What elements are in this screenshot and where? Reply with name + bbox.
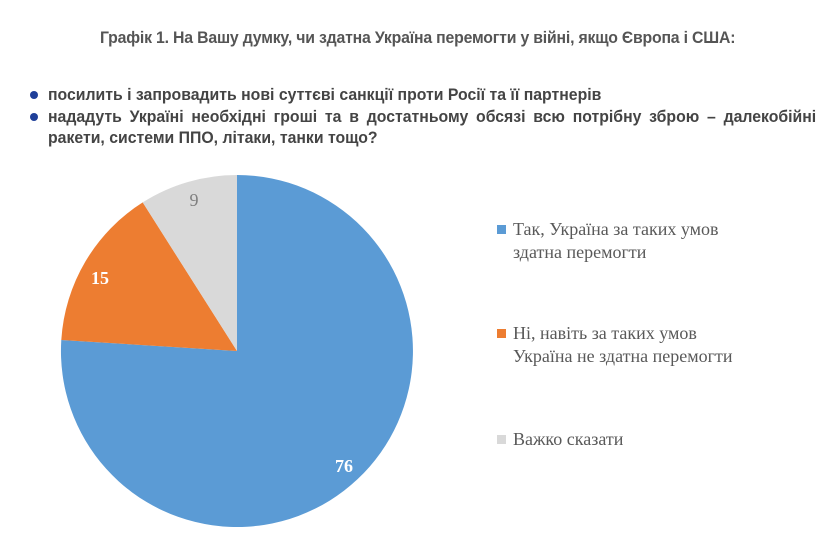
condition-text: посилить і запровадить нові суттєві санк… bbox=[48, 85, 602, 104]
legend-label: Україна не здатна перемогти bbox=[513, 346, 733, 366]
legend-label: здатна перемогти bbox=[513, 242, 647, 262]
legend-swatch-icon bbox=[497, 225, 506, 234]
label-yes: 76 bbox=[335, 456, 353, 476]
legend-swatch-icon bbox=[497, 329, 506, 338]
condition-text: нададуть Україні необхідні гроші та в до… bbox=[48, 107, 817, 147]
slice-yes bbox=[60, 175, 413, 527]
condition-item: посилить і запровадить нові суттєві санк… bbox=[30, 84, 820, 105]
legend-item-hard-to-say: Важко сказати bbox=[497, 428, 829, 451]
legend-label: Важко сказати bbox=[513, 429, 624, 449]
bullet-icon bbox=[30, 113, 38, 121]
legend-label: Так, Україна за таких умов bbox=[513, 219, 719, 239]
condition-item: нададуть Україні необхідні гроші та в до… bbox=[30, 106, 820, 148]
question-conditions: посилить і запровадить нові суттєві санк… bbox=[30, 84, 820, 149]
chart-title: Графік 1. На Вашу думку, чи здатна Украї… bbox=[100, 28, 736, 47]
legend-label: Ні, навіть за таких умов bbox=[513, 323, 697, 343]
label-no: 15 bbox=[91, 268, 109, 288]
slice-no bbox=[61, 202, 237, 351]
label-hard-to-say: 9 bbox=[190, 190, 199, 210]
slice-hard-to-say bbox=[142, 175, 237, 351]
bullet-icon bbox=[30, 91, 38, 99]
legend-item-no: Ні, навіть за таких умов Україна не здат… bbox=[497, 322, 829, 368]
legend-item-yes: Так, Україна за таких умов здатна перемо… bbox=[497, 218, 829, 264]
legend-swatch-icon bbox=[497, 435, 506, 444]
